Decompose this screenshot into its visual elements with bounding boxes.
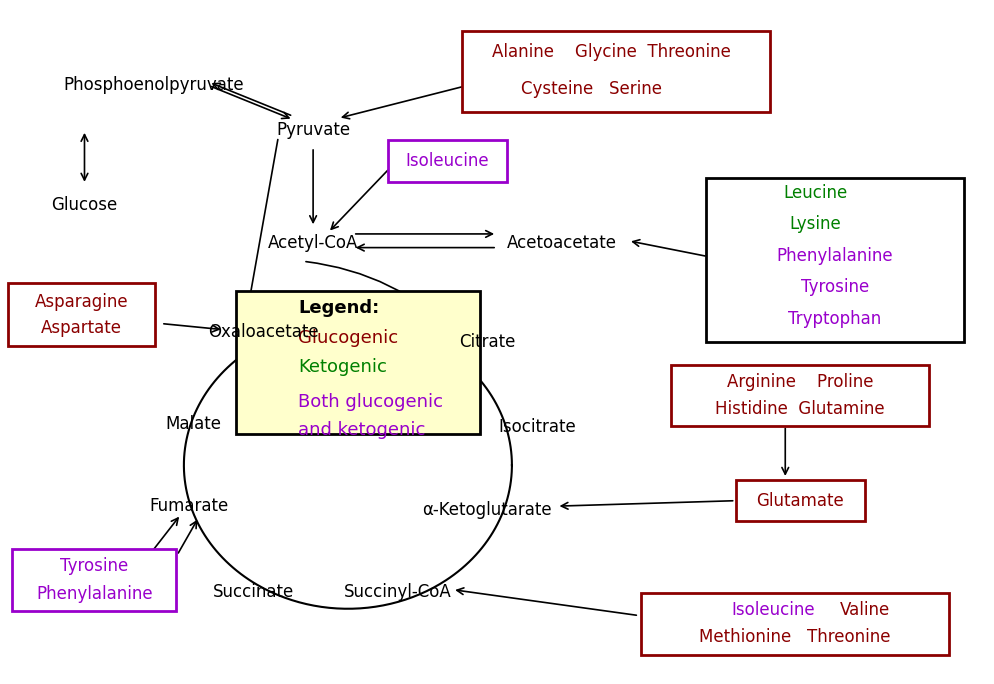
Text: Phosphoenolpyruvate: Phosphoenolpyruvate	[64, 77, 245, 94]
Text: Isoleucine: Isoleucine	[406, 152, 489, 170]
FancyBboxPatch shape	[462, 31, 770, 112]
FancyBboxPatch shape	[706, 178, 964, 342]
Text: Malate: Malate	[166, 415, 222, 433]
FancyBboxPatch shape	[12, 549, 177, 611]
Text: Pyruvate: Pyruvate	[276, 121, 350, 139]
Text: Cysteine   Serine: Cysteine Serine	[521, 80, 662, 98]
Text: Legend:: Legend:	[298, 300, 380, 317]
FancyBboxPatch shape	[641, 593, 949, 655]
Text: Tryptophan: Tryptophan	[788, 310, 882, 328]
Text: Succinate: Succinate	[213, 583, 294, 601]
FancyBboxPatch shape	[671, 365, 929, 426]
Text: Phenylalanine: Phenylalanine	[36, 585, 153, 603]
Text: Glutamate: Glutamate	[756, 492, 844, 510]
Text: Glucose: Glucose	[52, 196, 117, 214]
Text: Lysine: Lysine	[789, 215, 841, 233]
Text: Valine: Valine	[840, 601, 890, 619]
Text: Citrate: Citrate	[459, 333, 515, 351]
Text: Phenylalanine: Phenylalanine	[776, 247, 894, 265]
FancyBboxPatch shape	[736, 480, 865, 521]
Text: Fumarate: Fumarate	[149, 497, 229, 515]
Text: Methionine   Threonine: Methionine Threonine	[700, 629, 891, 646]
Text: Succinyl-CoA: Succinyl-CoA	[344, 583, 451, 601]
Text: Isoleucine: Isoleucine	[732, 601, 815, 619]
FancyBboxPatch shape	[8, 283, 155, 346]
Text: Tyrosine: Tyrosine	[61, 557, 128, 575]
Text: Asparagine: Asparagine	[35, 293, 128, 311]
Text: Histidine  Glutamine: Histidine Glutamine	[716, 400, 885, 418]
Text: Ketogenic: Ketogenic	[298, 358, 387, 376]
Text: Glucogenic: Glucogenic	[298, 329, 399, 347]
Text: and ketogenic: and ketogenic	[298, 421, 425, 439]
FancyBboxPatch shape	[237, 291, 479, 434]
Text: Acetoacetate: Acetoacetate	[507, 234, 616, 252]
Text: α-Ketoglutarate: α-Ketoglutarate	[422, 501, 552, 518]
Text: Isocitrate: Isocitrate	[498, 419, 576, 436]
Text: Alanine    Glycine  Threonine: Alanine Glycine Threonine	[492, 43, 731, 61]
Text: Tyrosine: Tyrosine	[801, 278, 869, 296]
Text: Both glucogenic: Both glucogenic	[298, 393, 443, 411]
Text: Arginine    Proline: Arginine Proline	[727, 373, 874, 391]
Text: Aspartate: Aspartate	[41, 319, 122, 337]
Text: Oxaloacetate: Oxaloacetate	[208, 323, 319, 341]
Text: Leucine: Leucine	[783, 184, 847, 202]
FancyBboxPatch shape	[388, 140, 507, 182]
Text: Acetyl-CoA: Acetyl-CoA	[268, 234, 358, 252]
